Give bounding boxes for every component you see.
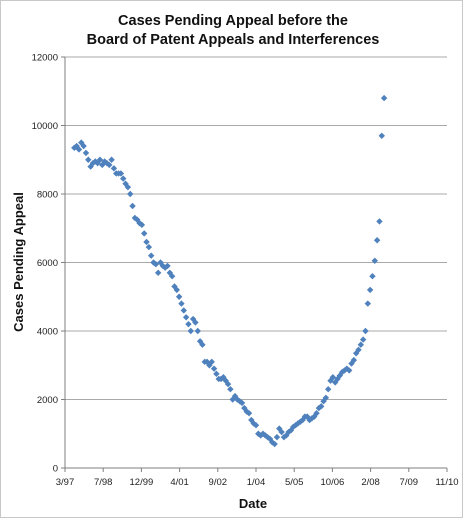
data-point (248, 416, 255, 424)
data-point (140, 230, 148, 237)
data-point (362, 327, 369, 335)
data-point (85, 156, 92, 163)
x-axis-title: Date (239, 496, 267, 511)
x-tick-label: 9/02 (209, 477, 228, 488)
data-point (108, 156, 115, 163)
data-point (318, 403, 325, 410)
x-tick-label: 7/09 (400, 477, 419, 488)
data-point (366, 286, 374, 294)
data-point (161, 264, 169, 271)
data-point (378, 132, 385, 139)
data-point (75, 146, 83, 153)
y-tick-label: 12000 (32, 53, 58, 64)
data-point (364, 300, 372, 307)
data-point (129, 202, 136, 210)
data-point (380, 94, 388, 102)
data-point (371, 257, 378, 264)
data-point (373, 237, 381, 244)
data-point (322, 394, 330, 401)
data-point (78, 139, 85, 146)
data-point (194, 327, 201, 335)
data-point (196, 338, 204, 345)
data-point (345, 367, 353, 374)
data-point (80, 142, 87, 150)
data-point (87, 163, 94, 170)
y-tick-label: 8000 (37, 190, 58, 201)
x-tick-label: 2/08 (361, 477, 380, 488)
y-tick-label: 6000 (37, 258, 58, 269)
data-point (355, 346, 362, 354)
data-point (213, 370, 220, 378)
x-tick-label: 5/05 (285, 477, 304, 488)
data-point (175, 293, 183, 300)
data-point (143, 238, 150, 246)
data-point (96, 156, 104, 163)
x-tick-label: 7/98 (94, 477, 113, 488)
data-point (243, 408, 250, 415)
data-point (127, 190, 134, 198)
y-tick-labels: 0 2000 4000 6000 8000 10000 12000 (32, 53, 58, 475)
data-point (106, 161, 113, 169)
data-point (185, 320, 192, 328)
data-point (245, 410, 253, 417)
data-point (110, 165, 118, 172)
data-point (210, 365, 218, 372)
y-tick-label: 0 (53, 464, 58, 475)
data-point (208, 358, 215, 366)
x-tick-label: 12/99 (130, 477, 154, 488)
data-point (180, 307, 187, 314)
data-point (187, 327, 194, 335)
data-point (157, 259, 164, 266)
data-point (192, 319, 199, 326)
data-point (227, 386, 234, 393)
gridlines (65, 56, 447, 400)
y-tick-label: 2000 (37, 395, 58, 406)
y-tick-label: 4000 (37, 327, 58, 338)
data-point (147, 252, 155, 259)
x-tick-label: 11/10 (435, 477, 458, 488)
data-point (173, 286, 181, 294)
data-points (71, 94, 388, 448)
data-point (138, 221, 146, 229)
data-point (369, 273, 376, 280)
x-tick-label: 1/04 (247, 477, 266, 488)
data-point (238, 399, 246, 407)
data-point (325, 386, 332, 393)
x-tick-label: 3/97 (56, 477, 75, 488)
data-point (117, 170, 125, 177)
data-point (278, 428, 285, 436)
data-point (376, 218, 383, 225)
data-point (178, 300, 185, 307)
x-tick-label: 10/06 (321, 477, 345, 488)
data-point (199, 341, 206, 348)
chart-title-line-1: Cases Pending Appeal before the (118, 13, 348, 29)
x-tick-labels: 3/97 7/98 12/99 4/01 9/02 1/04 5/05 10/06 2/08 7/… (56, 477, 459, 488)
data-point (313, 410, 320, 417)
y-tick-label: 10000 (32, 121, 58, 132)
data-point (359, 336, 367, 343)
y-axis-title: Cases Pending Appeal (11, 192, 26, 332)
data-point (350, 356, 358, 364)
axes (61, 56, 448, 472)
data-point (273, 433, 281, 441)
data-point (82, 149, 90, 157)
chart-title-line-2: Board of Patent Appeals and Interference… (87, 32, 380, 48)
data-point (154, 269, 162, 276)
data-point (357, 341, 365, 348)
data-point (271, 440, 278, 448)
x-tick-label: 4/01 (170, 477, 189, 488)
data-point (168, 273, 176, 280)
data-point (164, 262, 171, 270)
data-point (224, 380, 232, 388)
data-point (166, 269, 174, 276)
data-point (145, 243, 153, 251)
data-point (124, 183, 132, 191)
data-point (252, 421, 260, 429)
data-point (120, 175, 127, 182)
data-point (182, 314, 190, 321)
